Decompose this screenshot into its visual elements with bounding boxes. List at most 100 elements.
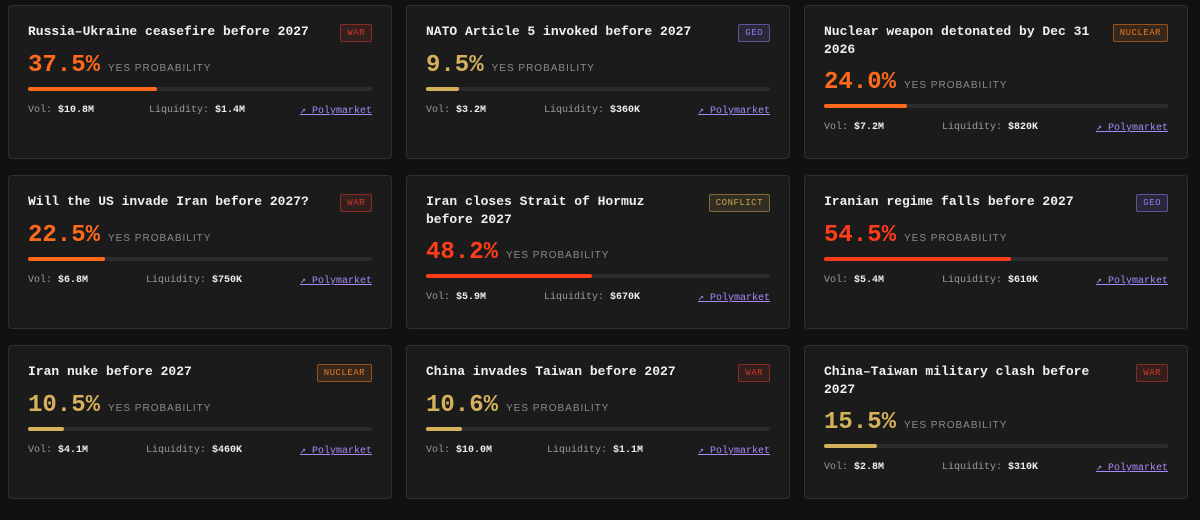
- market-title: Iranian regime falls before 2027: [824, 194, 1074, 209]
- probability-bar: [426, 427, 463, 431]
- liquidity-label: Liquidity:: [145, 275, 206, 286]
- market-card: Iranian regime falls before 2027 GEO 54.5%…: [804, 175, 1188, 329]
- probability-track: [426, 427, 770, 431]
- liquidity-value: $610K: [1008, 275, 1039, 286]
- volume: Vol: $3.2M: [426, 105, 486, 117]
- polymarket-link[interactable]: ↗ Polymarket: [697, 106, 770, 117]
- liquidity-label: Liquidity:: [941, 462, 1002, 473]
- card-footer: Vol: $4.1M Liquidity: $460K ↗ Polymarket: [28, 445, 372, 457]
- polymarket-link[interactable]: ↗ Polymarket: [299, 276, 372, 287]
- volume-value: $6.8M: [58, 275, 89, 286]
- volume: Vol: $2.8M: [824, 462, 884, 474]
- market-title: China–Taiwan military clash before 2027: [824, 364, 1090, 397]
- volume-label: Vol:: [426, 292, 451, 303]
- probability-track: [824, 257, 1168, 261]
- yes-label: YES PROBABILITY: [506, 403, 610, 414]
- probability-row: 54.5% YES PROBABILITY: [824, 222, 1168, 249]
- liquidity: Liquidity: $750K: [146, 275, 242, 287]
- probability: 24.0%: [824, 69, 897, 96]
- market-grid: Russia–Ukraine ceasefire before 2027 WAR 3…: [8, 5, 1188, 499]
- volume-value: $10.8M: [58, 105, 95, 116]
- probability-track: [824, 444, 1168, 448]
- card-footer: Vol: $3.2M Liquidity: $360K ↗ Polymarket: [426, 105, 770, 117]
- liquidity: Liquidity: $1.4M: [149, 105, 245, 117]
- yes-label: YES PROBABILITY: [904, 233, 1008, 244]
- card-footer: Vol: $10.8M Liquidity: $1.4M ↗ Polymarket: [28, 105, 372, 117]
- category-tag: GEO: [1136, 194, 1168, 212]
- polymarket-link[interactable]: ↗ Polymarket: [697, 446, 770, 457]
- card-header: Iranian regime falls before 2027 GEO: [824, 193, 1168, 212]
- probability-bar: [426, 274, 592, 278]
- volume-value: $5.4M: [854, 275, 885, 286]
- probability-row: 10.6% YES PROBABILITY: [426, 392, 770, 419]
- market-title: Will the US invade Iran before 2027?: [28, 194, 309, 209]
- card-footer: Vol: $2.8M Liquidity: $310K ↗ Polymarket: [824, 462, 1168, 474]
- polymarket-link[interactable]: ↗ Polymarket: [299, 446, 372, 457]
- category-tag: WAR: [340, 194, 372, 212]
- yes-label: YES PROBABILITY: [904, 420, 1008, 431]
- market-card: Iran closes Strait of Hormuz before 2027…: [406, 175, 790, 329]
- polymarket-link[interactable]: ↗ Polymarket: [1095, 463, 1168, 474]
- polymarket-link[interactable]: ↗ Polymarket: [299, 106, 372, 117]
- liquidity-label: Liquidity:: [941, 275, 1002, 286]
- probability-track: [426, 274, 770, 278]
- card-header: China–Taiwan military clash before 2027 W…: [824, 363, 1168, 399]
- liquidity-value: $1.1M: [613, 445, 644, 456]
- market-card: NATO Article 5 invoked before 2027 GEO 9.5…: [406, 5, 790, 159]
- probability-track: [28, 257, 372, 261]
- liquidity-value: $460K: [212, 445, 243, 456]
- market-card: Nuclear weapon detonated by Dec 31 2026 N…: [804, 5, 1188, 159]
- volume-value: $3.2M: [456, 105, 487, 116]
- category-tag: CONFLICT: [708, 194, 770, 212]
- liquidity: Liquidity: $460K: [146, 445, 242, 457]
- probability-row: 10.5% YES PROBABILITY: [28, 392, 372, 419]
- volume-value: $4.1M: [58, 445, 89, 456]
- card-header: Will the US invade Iran before 2027? WAR: [28, 193, 372, 212]
- polymarket-link[interactable]: ↗ Polymarket: [697, 293, 770, 304]
- volume: Vol: $5.9M: [426, 292, 486, 304]
- volume: Vol: $4.1M: [28, 445, 88, 457]
- volume: Vol: $6.8M: [28, 275, 88, 287]
- liquidity: Liquidity: $1.1M: [547, 445, 643, 457]
- volume: Vol: $10.0M: [426, 445, 492, 457]
- card-header: Iran closes Strait of Hormuz before 2027…: [426, 193, 770, 229]
- liquidity-value: $360K: [610, 105, 641, 116]
- volume-value: $5.9M: [456, 292, 487, 303]
- probability-bar: [824, 444, 878, 448]
- liquidity: Liquidity: $820K: [942, 122, 1038, 134]
- probability-bar: [824, 104, 907, 108]
- volume: Vol: $5.4M: [824, 275, 884, 287]
- probability-row: 15.5% YES PROBABILITY: [824, 409, 1168, 436]
- market-title: Nuclear weapon detonated by Dec 31 2026: [824, 24, 1090, 57]
- probability-bar: [28, 427, 65, 431]
- probability: 48.2%: [426, 239, 499, 266]
- volume-value: $2.8M: [854, 462, 885, 473]
- polymarket-link[interactable]: ↗ Polymarket: [1095, 276, 1168, 287]
- yes-label: YES PROBABILITY: [108, 233, 212, 244]
- probability: 54.5%: [824, 222, 897, 249]
- category-tag: GEO: [738, 24, 770, 42]
- volume-value: $7.2M: [854, 122, 885, 133]
- liquidity-label: Liquidity:: [145, 445, 206, 456]
- liquidity-value: $310K: [1008, 462, 1039, 473]
- probability: 10.5%: [28, 392, 101, 419]
- market-card: Russia–Ukraine ceasefire before 2027 WAR 3…: [8, 5, 392, 159]
- liquidity: Liquidity: $670K: [544, 292, 640, 304]
- volume-label: Vol:: [28, 105, 53, 116]
- card-header: Iran nuke before 2027 NUCLEAR: [28, 363, 372, 382]
- liquidity: Liquidity: $310K: [942, 462, 1038, 474]
- volume: Vol: $10.8M: [28, 105, 94, 117]
- category-tag: WAR: [340, 24, 372, 42]
- probability-bar: [28, 87, 157, 91]
- card-footer: Vol: $6.8M Liquidity: $750K ↗ Polymarket: [28, 275, 372, 287]
- category-tag: WAR: [738, 364, 770, 382]
- volume-value: $10.0M: [456, 445, 493, 456]
- probability: 15.5%: [824, 409, 897, 436]
- card-header: China invades Taiwan before 2027 WAR: [426, 363, 770, 382]
- card-footer: Vol: $7.2M Liquidity: $820K ↗ Polymarket: [824, 122, 1168, 134]
- polymarket-link[interactable]: ↗ Polymarket: [1095, 123, 1168, 134]
- card-footer: Vol: $5.9M Liquidity: $670K ↗ Polymarket: [426, 292, 770, 304]
- market-card: Iran nuke before 2027 NUCLEAR 10.5% YES PRO…: [8, 345, 392, 499]
- volume-label: Vol:: [28, 275, 53, 286]
- category-tag: NUCLEAR: [316, 364, 372, 382]
